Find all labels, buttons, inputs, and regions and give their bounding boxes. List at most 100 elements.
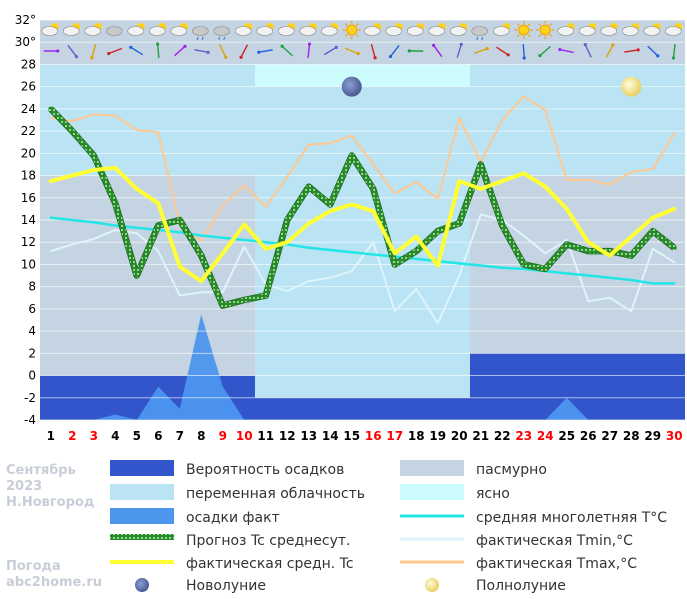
partly-cloudy-icon (127, 23, 145, 36)
x-tick-label: 23 (515, 429, 532, 443)
x-tick-label: 9 (219, 429, 227, 443)
y-tick-label: 6 (28, 302, 36, 316)
partly-cloudy-icon (62, 23, 81, 36)
watermark-site-url: abc2home.ru (6, 575, 102, 590)
legend-label-full-moon: Полнолуние (476, 578, 566, 594)
y-tick-label: 24 (21, 102, 36, 116)
legend-swatch-overcast (400, 460, 464, 476)
x-tick-label: 20 (451, 429, 468, 443)
wind-arrow-icon (107, 47, 123, 56)
x-tick-label: 19 (429, 429, 446, 443)
partly-cloudy-icon (84, 23, 102, 36)
legend-label-tmin: фактическая Tmin,°C (476, 533, 633, 549)
legend-label-new-moon: Новолуние (186, 578, 266, 594)
partly-cloudy-icon (363, 23, 382, 36)
precip-actual (50, 314, 675, 420)
wind-arrow-icon (156, 42, 160, 59)
wind-arrow-icon (280, 44, 293, 57)
x-tick-label: 17 (386, 429, 403, 443)
x-tick-label: 7 (176, 429, 184, 443)
partly-cloudy-icon (664, 23, 683, 36)
x-tick-label: 18 (408, 429, 425, 443)
partly-cloudy-icon (170, 23, 188, 36)
y-tick-label: -2 (24, 391, 36, 405)
x-tick-label: 15 (343, 429, 360, 443)
legend-label-actual-mean: фактическая средн. Tc (186, 556, 354, 572)
x-tick-label: 12 (279, 429, 296, 443)
x-tick-label: 10 (236, 429, 253, 443)
wind-arrow-icon (370, 44, 377, 60)
x-tick-label: 24 (537, 429, 554, 443)
sun-icon (342, 21, 361, 39)
partly-cloudy-icon (578, 23, 597, 36)
rain-cloud-icon (471, 26, 489, 41)
x-tick-label: 25 (558, 429, 575, 443)
y-tick-label: 14 (21, 213, 36, 227)
legend-swatch-precip-prob (110, 460, 174, 476)
legend-swatch-precip-fact (110, 508, 174, 524)
rain-cloud-icon (213, 26, 231, 41)
x-tick-label: 16 (365, 429, 382, 443)
wind-arrow-icon (239, 44, 249, 59)
legend-label-clear: ясно (476, 486, 510, 502)
legend: Вероятность осадков пасмурно переменная … (110, 460, 667, 594)
series-line-forecast (48, 106, 677, 309)
wind-arrow-icon (538, 45, 551, 58)
legend-swatch-clear (400, 484, 464, 500)
x-tick-label: 27 (601, 429, 618, 443)
series-line-tmin (49, 213, 676, 325)
wind-arrow-icon (194, 48, 210, 54)
partly-cloudy-icon (320, 23, 339, 36)
legend-label-partly-cloudy: переменная облачность (186, 486, 365, 502)
y-tick-label: 28 (21, 57, 36, 71)
cloud-band-partly_cloudy (470, 64, 685, 176)
y-tick-label: -4 (24, 413, 36, 427)
wind-arrow-icon (129, 45, 144, 56)
wind-arrow-icon (388, 45, 400, 59)
y-tick-label: 26 (21, 80, 36, 94)
watermark-year: 2023 (6, 479, 42, 494)
legend-label-precip-prob: Вероятность осадков (186, 462, 344, 478)
watermark-site-label: Погода (6, 559, 61, 574)
x-tick-label: 14 (322, 429, 339, 443)
x-tick-label: 13 (300, 429, 317, 443)
cloudy-icon (105, 26, 123, 36)
y-tick-label: 2 (28, 346, 36, 360)
partly-cloudy-icon (621, 23, 640, 36)
x-tick-label: 11 (257, 429, 274, 443)
y-tick-label: 0 (28, 369, 36, 383)
watermark-city: Н.Новгород (6, 495, 94, 510)
wind-arrow-icon (174, 44, 187, 57)
x-tick-label: 5 (133, 429, 141, 443)
precip-actual-area (50, 314, 675, 420)
precip-prob-band (255, 397, 470, 420)
y-tick-label: 22 (21, 124, 36, 138)
wind-arrow-icon (43, 49, 60, 53)
moon-markers (341, 76, 642, 97)
y-tick-label: 30° (15, 35, 36, 49)
x-tick-label: 30 (666, 429, 683, 443)
y-tick-label: 20 (21, 146, 36, 160)
wind-arrow-icon (90, 44, 97, 60)
wind-arrow-icon (583, 43, 592, 58)
new-moon-icon (135, 578, 149, 592)
partly-cloudy-icon (385, 23, 403, 36)
partly-cloudy-icon (41, 23, 59, 36)
partly-cloudy-icon (277, 23, 296, 36)
wind-arrow-icon (67, 44, 79, 59)
partly-cloudy-icon (492, 23, 511, 36)
legend-label-tmax: фактическая Tmax,°C (476, 556, 637, 572)
wind-arrow-icon (522, 43, 526, 60)
y-tick-label: 18 (21, 169, 36, 183)
y-tick-label: 12 (21, 235, 36, 249)
x-tick-label: 2 (68, 429, 76, 443)
rain-cloud-icon (191, 26, 209, 41)
wind-arrow-icon (624, 48, 640, 53)
legend-label-precip-fact: осадки факт (186, 510, 280, 526)
partly-cloudy-icon (406, 23, 425, 36)
partly-cloudy-icon (234, 23, 253, 36)
legend-swatch-forecast (110, 534, 174, 540)
partly-cloudy-icon (449, 23, 468, 36)
series-line-actual_mean (48, 165, 677, 284)
